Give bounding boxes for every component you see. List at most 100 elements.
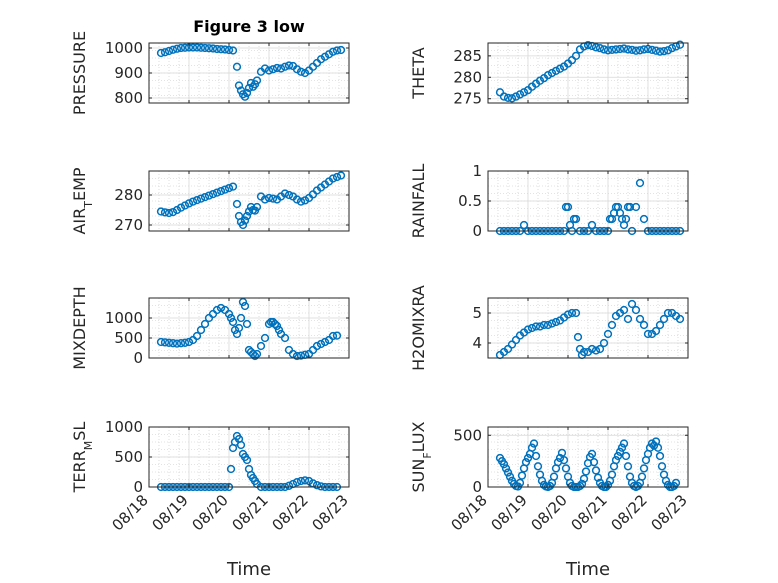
- data-point: [543, 320, 553, 330]
- data-point: [503, 93, 513, 103]
- data-point: [160, 338, 170, 347]
- data-point: [332, 172, 342, 182]
- y-tick-label: 280: [114, 186, 143, 204]
- y-tick-label: 275: [453, 90, 482, 108]
- data-point: [623, 314, 633, 324]
- data-point: [332, 46, 342, 55]
- data-point: [573, 332, 583, 342]
- data-point: [200, 43, 210, 53]
- data-point: [639, 45, 649, 54]
- data-point: [537, 476, 547, 485]
- data-point: [256, 341, 266, 351]
- data-point: [595, 344, 605, 354]
- data-point: [663, 308, 673, 318]
- subplot-1: 800 900 1000 PRESSURE Figure 3 low: [70, 17, 350, 115]
- data-point: [296, 67, 306, 76]
- data-point: [499, 460, 509, 469]
- chart-title: Figure 3 low: [193, 17, 305, 36]
- data-point: [651, 46, 661, 55]
- data-point: [611, 455, 621, 465]
- data-point: [647, 45, 657, 55]
- data-point: [551, 66, 561, 76]
- data-point: [615, 44, 625, 54]
- data-point: [176, 203, 186, 212]
- y-tick-label: 270: [114, 216, 143, 234]
- data-point: [663, 46, 673, 55]
- data-point: [519, 88, 529, 97]
- data-point: [236, 440, 246, 450]
- data-point: [615, 447, 625, 456]
- data-point: [252, 349, 262, 359]
- data-point: [639, 320, 649, 330]
- y-tick-label: 500: [453, 426, 482, 444]
- data-point: [579, 347, 589, 357]
- data-point: [270, 319, 280, 329]
- data-point: [635, 46, 645, 55]
- data-point: [332, 331, 342, 340]
- data-point: [515, 90, 525, 99]
- data-point: [272, 321, 282, 331]
- y-tick-label: 0: [133, 349, 143, 367]
- data-point: [603, 329, 613, 339]
- data-point: [220, 185, 230, 194]
- y-tick-label: 900: [114, 64, 143, 82]
- data-point: [292, 478, 302, 487]
- data-point: [603, 480, 613, 490]
- data-point: [208, 189, 218, 199]
- data-point: [260, 195, 270, 204]
- data-point: [587, 449, 597, 459]
- data-point: [168, 207, 178, 217]
- data-point: [284, 190, 294, 200]
- data-point: [328, 331, 338, 341]
- data-point: [242, 211, 252, 221]
- data-point: [172, 44, 182, 53]
- data-point: [619, 44, 629, 53]
- data-point: [603, 46, 613, 55]
- data-point: [557, 448, 567, 458]
- data-point: [312, 341, 322, 351]
- x-tick-label: 08/19: [488, 491, 531, 534]
- data-point: [268, 194, 278, 203]
- data-point: [238, 297, 248, 307]
- data-point: [621, 451, 631, 461]
- data-point: [599, 45, 609, 54]
- data-point: [156, 207, 166, 216]
- y-axis-label: SUNFLUX: [409, 421, 434, 492]
- data-point: [300, 476, 310, 485]
- data-point: [543, 70, 553, 80]
- data-point: [208, 44, 218, 53]
- data-point: [675, 314, 685, 324]
- data-point: [563, 310, 573, 319]
- data-point: [611, 45, 621, 54]
- data-point: [200, 319, 210, 329]
- data-point: [228, 46, 238, 55]
- y-tick-label: 800: [114, 89, 143, 107]
- data-point: [517, 471, 527, 480]
- data-point: [591, 466, 601, 475]
- data-point: [551, 317, 561, 327]
- y-axis-label: RAINFALL: [409, 164, 428, 239]
- data-point: [328, 47, 338, 56]
- data-point: [212, 305, 222, 315]
- data-point: [635, 178, 645, 188]
- data-point: [328, 174, 338, 183]
- data-point: [184, 199, 194, 208]
- x-tick-label: 08/20: [528, 491, 571, 534]
- data-point: [264, 66, 274, 75]
- data-point: [635, 314, 645, 324]
- data-point: [336, 45, 346, 55]
- data-point: [272, 63, 282, 73]
- data-point: [659, 314, 669, 324]
- data-point: [631, 305, 641, 315]
- data-point: [647, 439, 657, 448]
- data-point: [499, 92, 509, 101]
- data-point: [591, 346, 601, 355]
- data-point: [607, 320, 617, 330]
- data-point: [595, 43, 605, 53]
- data-point: [657, 462, 667, 471]
- data-point: [172, 339, 182, 348]
- data-point: [607, 45, 617, 55]
- data-point: [623, 462, 633, 471]
- data-point: [555, 64, 565, 73]
